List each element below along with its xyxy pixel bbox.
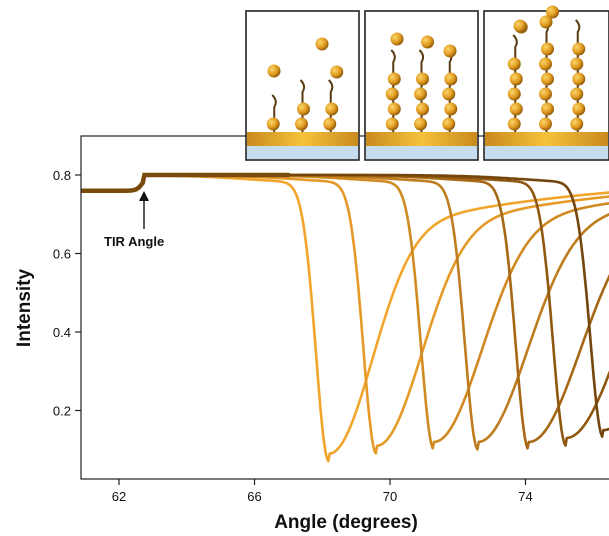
x-tick-label: 70	[383, 489, 397, 504]
series-line-4	[81, 173, 609, 451]
inset-panel-1	[245, 10, 360, 161]
tir-angle-label: TIR Angle	[104, 234, 164, 249]
insets-group	[245, 5, 609, 161]
y-tick-label: 0.2	[53, 404, 71, 419]
inset-panel-3	[483, 5, 609, 161]
ticks-group: 62 66 70 74 0.2 0.4 0.6 0.8	[53, 168, 533, 504]
x-axis-title: Angle (degrees)	[274, 512, 418, 533]
x-tick-label: 62	[112, 489, 126, 504]
series-line-5	[81, 173, 609, 450]
series-line-7	[81, 173, 609, 438]
y-tick-label: 0.4	[53, 325, 71, 340]
series-line-6	[81, 173, 609, 447]
series-line-2	[81, 173, 609, 455]
tir-arrow-head	[139, 191, 149, 201]
x-tick-label: 74	[518, 489, 532, 504]
baseline-band	[81, 172, 291, 193]
x-tick-label: 66	[247, 489, 261, 504]
series-line-1	[81, 174, 609, 463]
inset-panel-2	[364, 10, 479, 161]
y-tick-label: 0.8	[53, 168, 71, 183]
series-line-3	[81, 173, 609, 450]
curves-group	[81, 172, 609, 463]
y-axis-title: Intensity	[14, 269, 35, 348]
y-tick-label: 0.6	[53, 247, 71, 262]
